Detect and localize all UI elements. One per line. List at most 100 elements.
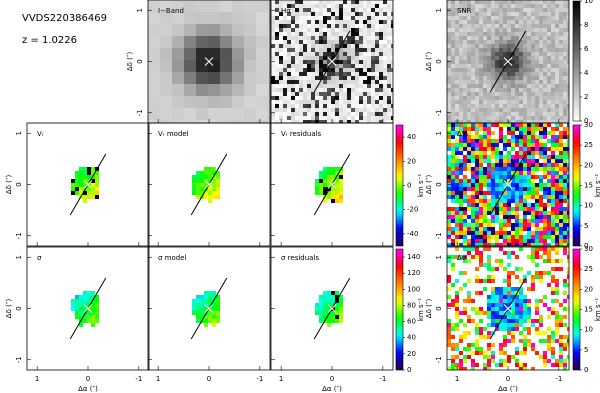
map-pixel <box>447 287 451 291</box>
map-pixel <box>339 187 343 191</box>
map-pixel <box>291 108 295 112</box>
map-pixel <box>327 96 331 100</box>
map-pixel <box>363 4 367 8</box>
map-pixel <box>543 187 547 191</box>
map-pixel <box>339 28 343 32</box>
map-pixel <box>523 68 527 72</box>
map-pixel <box>559 131 563 135</box>
map-pixel <box>467 24 471 28</box>
map-pixel <box>475 159 479 163</box>
map-pixel <box>71 303 75 307</box>
map-pixel <box>523 80 527 84</box>
map-pixel <box>499 291 503 295</box>
map-pixel <box>551 52 555 56</box>
map-pixel <box>315 44 319 48</box>
map-pixel <box>315 52 319 56</box>
map-pixel <box>487 0 491 4</box>
map-pixel <box>459 104 463 108</box>
map-pixel <box>467 123 471 127</box>
map-pixel <box>367 120 371 123</box>
map-pixel <box>527 24 531 28</box>
map-pixel <box>307 64 311 68</box>
map-pixel <box>319 64 323 68</box>
map-pixel <box>507 44 511 48</box>
map-pixel <box>347 120 351 123</box>
map-pixel <box>511 307 515 311</box>
map-pixel <box>315 68 319 72</box>
map-pixel <box>531 52 535 56</box>
map-pixel <box>291 84 295 88</box>
map-pixel <box>275 64 279 68</box>
map-pixel <box>515 52 519 56</box>
map-pixel <box>483 104 487 108</box>
map-pixel <box>511 116 515 120</box>
map-pixel <box>535 139 539 143</box>
map-pixel <box>527 68 531 72</box>
map-pixel <box>463 211 467 215</box>
map-pixel <box>503 167 507 171</box>
map-pixel <box>343 72 347 76</box>
map-pixel <box>491 163 495 167</box>
map-pixel <box>95 319 99 323</box>
map-pixel <box>539 28 543 32</box>
map-pixel <box>551 12 555 16</box>
map-pixel <box>339 20 343 24</box>
map-pixel <box>527 255 531 259</box>
map-pixel <box>475 327 479 331</box>
map-pixel <box>507 339 511 343</box>
map-pixel <box>323 295 327 299</box>
map-pixel <box>503 291 507 295</box>
map-pixel <box>555 195 559 199</box>
map-pixel <box>479 112 483 116</box>
map-pixel <box>531 12 535 16</box>
map-pixel <box>451 48 455 52</box>
map-pixel <box>475 12 479 16</box>
map-pixel <box>319 311 323 315</box>
map-pixel <box>459 175 463 179</box>
map-pixel <box>220 72 232 84</box>
map-pixel <box>379 4 383 8</box>
map-pixel <box>527 135 531 139</box>
map-pixel <box>559 20 563 24</box>
map-pixel <box>479 195 483 199</box>
map-pixel <box>475 52 479 56</box>
map-pixel <box>351 32 355 36</box>
map-pixel <box>323 116 327 120</box>
map-pixel <box>563 219 567 223</box>
map-pixel <box>495 299 499 303</box>
map-pixel <box>471 299 475 303</box>
map-pixel <box>291 68 295 72</box>
map-pixel <box>491 108 495 112</box>
map-pixel <box>555 80 559 84</box>
map-pixel <box>463 359 467 363</box>
map-pixel <box>299 8 303 12</box>
map-pixel <box>551 24 555 28</box>
map-pixel <box>507 231 511 235</box>
map-pixel <box>483 68 487 72</box>
map-pixel <box>507 207 511 211</box>
map-pixel <box>487 299 491 303</box>
map-pixel <box>291 64 295 68</box>
map-pixel <box>379 120 383 123</box>
map-pixel <box>331 96 335 100</box>
map-pixel <box>379 76 383 80</box>
map-pixel <box>515 239 519 243</box>
map-pixel <box>519 243 523 246</box>
map-pixel <box>343 92 347 96</box>
map-pixel <box>463 16 467 20</box>
map-pixel <box>559 139 563 143</box>
map-pixel <box>539 135 543 139</box>
map-pixel <box>299 4 303 8</box>
map-pixel <box>499 123 503 127</box>
map-pixel <box>507 8 511 12</box>
map-pixel <box>208 175 212 179</box>
map-pixel <box>539 179 543 183</box>
map-pixel <box>559 223 563 227</box>
map-pixel <box>455 295 459 299</box>
map-pixel <box>471 319 475 323</box>
map-pixel <box>507 24 511 28</box>
map-pixel <box>291 92 295 96</box>
map-pixel <box>335 68 339 72</box>
map-pixel <box>499 363 503 367</box>
